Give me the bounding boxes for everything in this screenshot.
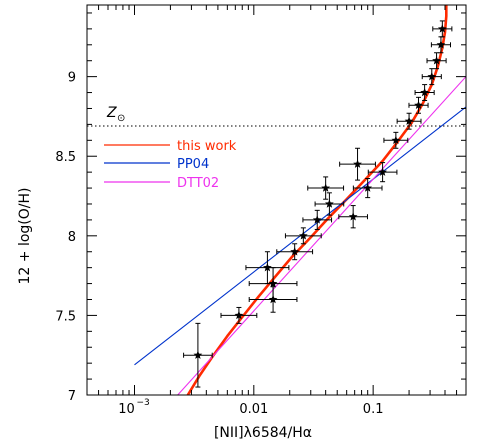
star-marker bbox=[414, 100, 423, 110]
data-point bbox=[276, 243, 314, 261]
star-marker bbox=[268, 278, 278, 288]
star-marker bbox=[348, 212, 358, 221]
star-marker bbox=[432, 56, 441, 65]
data-point bbox=[352, 178, 383, 199]
data-point bbox=[396, 112, 422, 130]
y-axis-label: 12 + log(O/H) bbox=[17, 188, 33, 285]
data-point bbox=[430, 36, 451, 54]
star-marker bbox=[312, 215, 322, 224]
x-tick-label-exponent: −3 bbox=[136, 398, 149, 408]
data-point bbox=[432, 20, 453, 38]
data-point bbox=[408, 96, 429, 114]
star-marker bbox=[193, 350, 203, 359]
x-axis-label: [NII]λ6584/Hα bbox=[214, 425, 312, 441]
data-point bbox=[339, 147, 376, 181]
solar-label-z: Z bbox=[106, 105, 117, 121]
star-marker bbox=[290, 247, 300, 256]
star-marker bbox=[378, 167, 387, 176]
legend-label-dtt02: DTT02 bbox=[177, 176, 219, 191]
data-point bbox=[338, 205, 368, 229]
x-tick-label: 0.01 bbox=[239, 402, 268, 417]
star-marker bbox=[263, 263, 272, 272]
data-point bbox=[426, 52, 447, 70]
star-marker bbox=[321, 183, 331, 192]
star-marker bbox=[404, 116, 414, 125]
solar-label: Z ⊙ bbox=[106, 105, 125, 124]
data-point bbox=[414, 84, 435, 102]
star-marker bbox=[427, 72, 437, 81]
star-marker bbox=[325, 199, 334, 208]
star-marker bbox=[363, 183, 373, 192]
data-point bbox=[421, 68, 442, 86]
y-tick-label: 7 bbox=[68, 389, 76, 404]
tick-labels: 10 −3 0.01 0.1 7 7.5 8 8.5 9 bbox=[55, 71, 383, 417]
star-marker bbox=[391, 135, 401, 145]
fit-lines bbox=[134, 5, 466, 395]
y-tick-label: 7.5 bbox=[55, 309, 76, 324]
solar-label-symbol: ⊙ bbox=[117, 113, 125, 124]
axes-ticks bbox=[86, 4, 467, 396]
data-point bbox=[314, 192, 345, 216]
series-line-this-work bbox=[186, 5, 448, 395]
star-marker bbox=[234, 310, 244, 320]
star-marker bbox=[437, 24, 447, 33]
y-tick-label: 9 bbox=[68, 71, 76, 86]
y-tick-label: 8.5 bbox=[55, 150, 76, 165]
x-tick-label: 0.1 bbox=[363, 402, 384, 417]
legend-label-pp04: PP04 bbox=[177, 157, 209, 172]
data-point bbox=[307, 176, 345, 200]
data-point bbox=[183, 322, 213, 388]
star-marker bbox=[436, 40, 446, 49]
star-marker bbox=[298, 231, 308, 240]
data-point bbox=[367, 162, 398, 183]
data-point bbox=[302, 209, 333, 230]
data-point bbox=[284, 227, 322, 245]
legend: this work PP04 DTT02 bbox=[104, 139, 237, 191]
star-marker bbox=[268, 294, 278, 304]
x-tick-label: 10 bbox=[118, 402, 135, 417]
y-tick-label: 8 bbox=[68, 230, 76, 245]
legend-label-this-work: this work bbox=[177, 139, 237, 154]
star-marker bbox=[353, 159, 362, 168]
data-point bbox=[248, 286, 298, 313]
data-point bbox=[245, 251, 290, 285]
data-points bbox=[183, 20, 453, 388]
series-line-dtt02 bbox=[177, 76, 466, 395]
data-point bbox=[383, 131, 409, 149]
plot-frame bbox=[86, 4, 467, 396]
star-marker bbox=[420, 87, 429, 97]
data-point bbox=[220, 306, 258, 324]
